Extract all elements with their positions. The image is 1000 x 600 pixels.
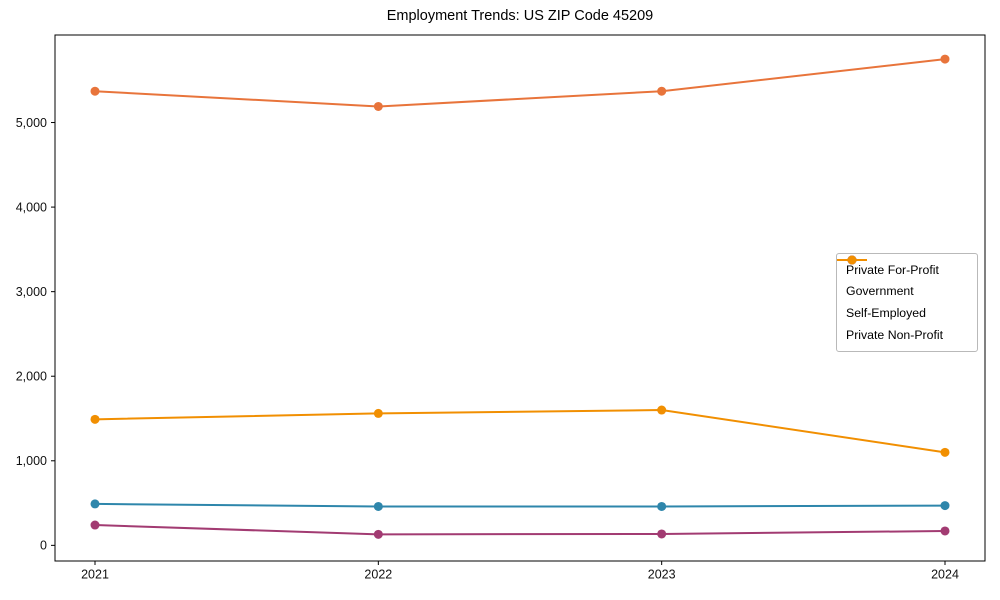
data-point-private-non-profit [90, 414, 100, 424]
y-tick-label: 1,000 [16, 454, 47, 468]
y-tick-label: 5,000 [16, 116, 47, 130]
legend-label: Private For-Profit [846, 262, 939, 277]
series-line-private-for-profit [94, 58, 946, 108]
chart-title: Employment Trends: US ZIP Code 45209 [386, 8, 654, 24]
data-point-private-for-profit [90, 86, 100, 96]
legend-label: Self-Employed [846, 305, 926, 320]
data-point-government [373, 501, 383, 511]
data-point-private-for-profit [940, 54, 950, 64]
series-line-government [94, 502, 946, 508]
legend-item-government: Government [837, 255, 969, 303]
data-point-self-employed [657, 529, 667, 539]
data-point-self-employed [90, 520, 100, 530]
data-point-private-for-profit [373, 101, 383, 111]
data-point-self-employed [940, 526, 950, 536]
legend-label: Government [846, 284, 914, 299]
legend-item-self-employed: Self-Employed [837, 255, 969, 324]
data-point-private-for-profit [657, 86, 667, 96]
x-tick-label: 2024 [931, 568, 959, 582]
x-tick-label: 2023 [648, 568, 676, 582]
data-point-self-employed [373, 529, 383, 539]
series-line-self-employed [94, 524, 946, 536]
data-point-government [940, 501, 950, 511]
legend: Private For-Profit Government Self-Employe… [836, 253, 978, 353]
x-tick-label: 2022 [364, 568, 392, 582]
y-tick-label: 4,000 [16, 200, 47, 214]
data-point-government [657, 501, 667, 511]
y-tick-label: 0 [40, 539, 47, 553]
plot-frame [54, 34, 986, 562]
legend-label: Private Non-Profit [846, 327, 944, 342]
data-point-private-non-profit [373, 408, 383, 418]
x-tick-label: 2021 [81, 568, 109, 582]
legend-item-private-non-profit: Private Non-Profit [837, 255, 969, 346]
data-point-private-non-profit [940, 447, 950, 457]
y-tick-label: 2,000 [16, 370, 47, 384]
series-line-private-non-profit [94, 409, 946, 454]
y-tick-label: 3,000 [16, 285, 47, 299]
data-point-private-non-profit [657, 405, 667, 415]
data-point-government [90, 499, 100, 509]
legend-marker-icon [837, 255, 867, 265]
